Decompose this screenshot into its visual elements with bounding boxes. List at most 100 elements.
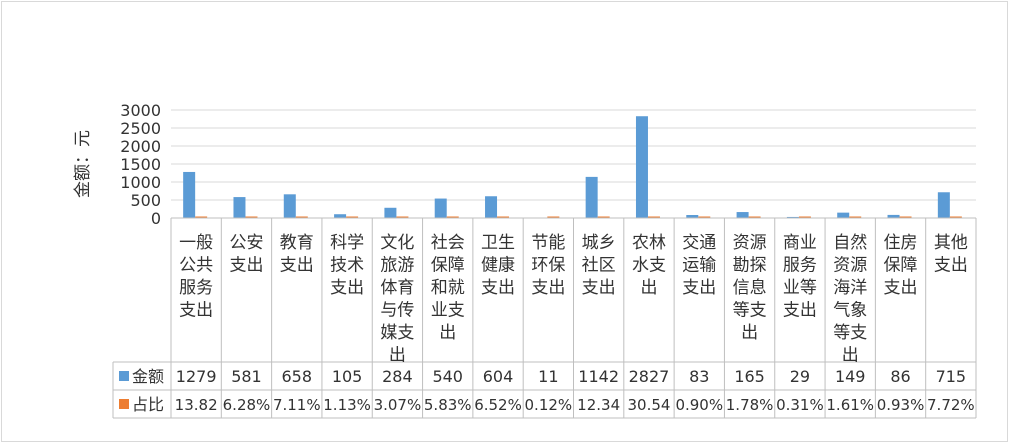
x-tick-label: 与传 [380,301,414,321]
x-tick-label: 交通 [682,233,716,253]
x-tick-label: 支出 [330,278,364,298]
data-label: 29 [790,367,810,386]
x-tick-label: 自然 [833,233,867,253]
x-tick-label: 出 [640,278,657,298]
data-label: 2827 [629,367,670,386]
x-tick-label: 等支 [833,323,867,343]
y-tick-label: 500 [130,191,161,210]
bar-amount [233,197,245,218]
y-tick-label: 2500 [120,119,161,138]
x-tick-label: 教育 [280,233,314,253]
x-tick-label: 体育 [380,278,414,298]
bar-amount [435,199,447,218]
data-label: 715 [936,367,967,386]
data-label: 658 [282,367,313,386]
x-tick-label: 支出 [280,256,314,276]
x-tick-label: 资源 [833,256,867,276]
x-tick-label: 等支 [733,301,767,321]
x-tick-label: 业支 [431,301,465,321]
x-tick-label: 环保 [531,256,565,276]
x-tick-label: 城乡 [582,233,616,253]
bar-amount [384,208,396,218]
x-tick-label: 支出 [682,278,716,298]
data-label: 86 [890,367,910,386]
data-label: 11 [538,367,558,386]
data-label: 6.28% [223,396,271,414]
x-tick-label: 运输 [682,256,716,276]
x-tick-label: 业等 [783,278,817,298]
bar-amount [737,212,749,218]
x-tick-label: 农林 [632,233,666,253]
x-tick-label: 水支 [632,256,666,276]
x-tick-label: 公安 [229,233,263,253]
x-tick-label: 出 [741,323,758,343]
data-label: 3.07% [374,396,422,414]
data-label: 581 [231,367,262,386]
data-label: 83 [689,367,709,386]
x-tick-label: 支出 [884,278,918,298]
x-tick-label: 保障 [431,256,465,276]
bar-amount [837,213,849,218]
data-label: 0.93% [877,396,925,414]
bar-amount [586,177,598,218]
x-tick-label: 健康 [481,256,515,276]
data-label: 1279 [176,367,217,386]
y-tick-label: 1500 [120,155,161,174]
x-tick-label: 信息 [733,278,767,298]
bar-amount [938,192,950,218]
x-tick-label: 一般 [179,233,213,253]
x-tick-label: 出 [389,346,406,366]
y-tick-label: 0 [151,209,161,228]
x-tick-label: 资源 [733,233,767,253]
data-label: 0.31% [776,396,824,414]
data-label: 0.12% [525,396,573,414]
x-tick-label: 媒支 [380,323,414,343]
x-tick-label: 气象 [833,301,867,321]
data-label: 5.83% [424,396,472,414]
x-tick-label: 和就 [431,278,465,298]
bar-amount [636,116,648,218]
x-tick-label: 海洋 [833,278,867,298]
x-tick-label: 出 [439,323,456,343]
data-label: 13.82 [175,396,218,414]
data-label: 12.34 [577,396,620,414]
data-label: 7.72% [927,396,975,414]
x-tick-label: 支出 [229,256,263,276]
y-tick-label: 2000 [120,137,161,156]
x-tick-label: 技术 [330,256,364,276]
x-tick-label: 旅游 [380,256,414,276]
x-tick-label: 勘探 [733,256,767,276]
data-label: 1.78% [726,396,774,414]
x-tick-label: 科学 [330,233,364,253]
x-tick-label: 卫生 [481,233,515,253]
x-tick-label: 社会 [431,233,465,253]
x-tick-label: 社区 [582,256,616,276]
x-tick-label: 节能 [531,233,565,253]
x-tick-label: 服务 [783,256,817,276]
data-label: 7.11% [273,396,321,414]
bar-amount [334,214,346,218]
data-label: 149 [835,367,866,386]
data-label: 1.13% [323,396,371,414]
x-tick-label: 支出 [934,256,968,276]
data-label: 165 [734,367,765,386]
data-label: 1142 [578,367,619,386]
x-tick-label: 服务 [179,278,213,298]
x-tick-label: 保障 [884,256,918,276]
data-label: 540 [432,367,463,386]
x-tick-label: 支出 [783,301,817,321]
x-tick-label: 支出 [582,278,616,298]
data-label: 30.54 [627,396,670,414]
x-tick-label: 商业 [783,233,817,253]
x-tick-label: 支出 [179,301,213,321]
data-label: 6.52% [474,396,522,414]
data-label: 0.90% [675,396,723,414]
x-tick-label: 支出 [531,278,565,298]
legend-key-amount [119,371,129,381]
data-label: 105 [332,367,363,386]
legend-label-ratio: 占比 [132,395,164,414]
y-tick-label: 1000 [120,173,161,192]
legend-key-ratio [119,399,129,409]
data-label: 604 [483,367,514,386]
